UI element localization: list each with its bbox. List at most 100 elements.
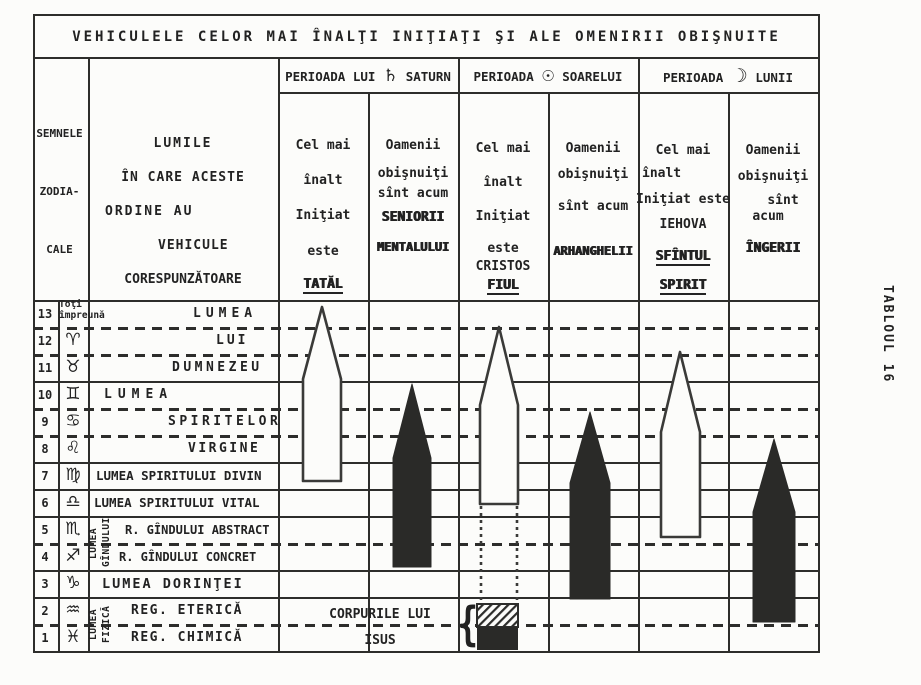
jesus-bodies-note-line2: ISUS	[364, 633, 396, 648]
cancer-icon: ♋	[65, 411, 81, 431]
moon-initiate-line1: Cel mai	[655, 143, 711, 158]
aries-icon: ♈	[65, 330, 81, 350]
saturn-ordinary-emphasis2: MENTALULUI	[376, 240, 450, 254]
period-header-moon: PERIOADA ☽ LUNII	[640, 65, 816, 89]
moon-ordinary-line2: obişnuiţi	[737, 169, 809, 184]
left-header-semnele: SEMNELE	[36, 127, 83, 140]
period-moon-text: PERIOADA	[663, 70, 724, 85]
tatal-label: TATĂL	[303, 277, 343, 294]
period-header-saturn: PERIOADA LUI ♄ SATURN	[280, 65, 456, 88]
grid-line	[33, 381, 818, 383]
period-header-sun: PERIOADA ☉ SOARELUI	[460, 65, 636, 88]
virgo-icon: ♍	[65, 465, 81, 485]
grid-line	[278, 92, 818, 94]
scorpio-icon: ♏	[65, 519, 81, 539]
table-number-label: TABLOUL 16	[880, 285, 895, 384]
grid-line	[33, 300, 818, 302]
moon-initiate-emphasis2: SPIRIT	[638, 275, 728, 297]
sun-symbol-icon: ☉	[541, 67, 555, 85]
row-number: 3	[41, 577, 49, 591]
left-header-cale: CALE	[46, 243, 73, 256]
row-label: LUMEA SPIRITULUI DIVIN	[96, 468, 262, 483]
physical-world-label-1: LUMEA	[88, 608, 99, 640]
row-number: 11	[37, 361, 53, 375]
grid-line	[33, 597, 818, 599]
period-sun-text2: SOARELUI	[562, 69, 623, 84]
row-number: 8	[41, 442, 49, 456]
row-label: LUMEA SPIRITULUI VITAL	[94, 495, 260, 510]
saturn-initiate-emphasis: TATĂL	[278, 274, 368, 296]
left-header-zodia: ZODIA-	[39, 185, 80, 198]
row-label: LUMEA DORINŢEI	[102, 576, 244, 592]
leo-icon: ♌	[65, 438, 81, 458]
dashed-row-line	[33, 354, 818, 357]
row-label: LUI	[216, 333, 249, 348]
saturn-initiate-line2: înalt	[303, 173, 343, 188]
row-label: LUMEA	[104, 387, 174, 402]
sun-initiate-line3: Iniţiat	[475, 209, 531, 224]
sagittarius-icon: ♐	[65, 546, 81, 566]
sun-initiate-emphasis: FIUL	[458, 275, 548, 297]
grid-line	[548, 92, 550, 651]
row-label: SPIRITELOR	[168, 414, 282, 429]
moon-initiate-emphasis1: SFÎNTUL	[638, 246, 728, 268]
moon-initiate-line2: înalt	[642, 166, 682, 181]
capricorn-icon: ♑	[65, 573, 81, 593]
sun-ordinary-emphasis: ARHANGHELII	[553, 244, 633, 258]
dashed-row-line	[33, 408, 818, 411]
grid-line	[368, 92, 370, 651]
physical-world-label-2: FIZICĂ	[101, 605, 112, 643]
worlds-header-line3: ORDINE AU	[105, 204, 194, 219]
all-together-line1: Toţi	[59, 299, 82, 310]
saturn-initiate-line1: Cel mai	[295, 138, 351, 153]
sun-initiate-line5: CRISTOS	[475, 259, 531, 274]
sun-ordinary-line1: Oamenii	[565, 141, 621, 156]
period-saturn-text: PERIOADA LUI	[285, 69, 376, 84]
sun-initiate-line1: Cel mai	[475, 141, 531, 156]
sun-ordinary-line3: sînt acum	[557, 199, 629, 214]
all-together-line2: împreună	[59, 310, 105, 321]
thought-world-label-1: LUMEA	[88, 527, 99, 559]
brace-glyph: {	[457, 597, 479, 651]
taurus-icon: ♉	[65, 357, 81, 377]
moon-ordinary-emphasis: ÎNGERII	[745, 241, 801, 256]
grid-line	[33, 570, 818, 572]
row-number: 4	[41, 550, 49, 564]
row-label: REG. ETERICĂ	[131, 603, 243, 618]
period-saturn-text2: SATURN	[405, 69, 451, 84]
period-sun-text: PERIOADA	[473, 69, 534, 84]
sfintul-label: SFÎNTUL	[655, 249, 711, 266]
grid-line	[58, 300, 60, 651]
dashed-row-line	[33, 327, 818, 330]
row-number: 6	[41, 496, 49, 510]
row-number: 10	[37, 388, 53, 402]
sun-ordinary-line2: obişnuiţi	[557, 167, 629, 182]
row-number: 7	[41, 469, 49, 483]
row-number: 12	[37, 334, 53, 348]
moon-initiate-line3: Iniţiat este	[636, 192, 730, 207]
pisces-icon: ♓	[65, 627, 81, 647]
dashed-row-line	[33, 624, 818, 627]
fiul-label: FIUL	[487, 278, 519, 295]
saturn-ordinary-line3: sînt acum	[377, 186, 449, 201]
moon-ordinary-line3: sînt	[767, 193, 799, 208]
grid-line	[33, 489, 818, 491]
grid-line	[33, 516, 818, 518]
worlds-header-line1: LUMILE	[153, 136, 213, 151]
row-label: R. GÎNDULUI CONCRET	[119, 550, 257, 564]
sun-initiate-line2: înalt	[483, 175, 523, 190]
gemini-icon: ♊	[65, 384, 81, 404]
saturn-initiate-line4: este	[307, 244, 339, 259]
saturn-ordinary-emphasis1: SENIORII	[381, 210, 445, 225]
worlds-header-line5: CORESPUNZĂTOARE	[124, 272, 242, 287]
row-number: 9	[41, 415, 49, 429]
saturn-ordinary-line1: Oamenii	[385, 138, 441, 153]
row-label: LUMEA	[193, 306, 258, 321]
row-number: 2	[41, 604, 49, 618]
grid-line	[33, 462, 818, 464]
saturn-symbol-icon: ♄	[382, 66, 399, 86]
dashed-row-line	[33, 435, 818, 438]
all-together-note: Toţi împreună	[59, 299, 105, 321]
thought-world-label-2: GÎNDULUI	[101, 517, 112, 567]
